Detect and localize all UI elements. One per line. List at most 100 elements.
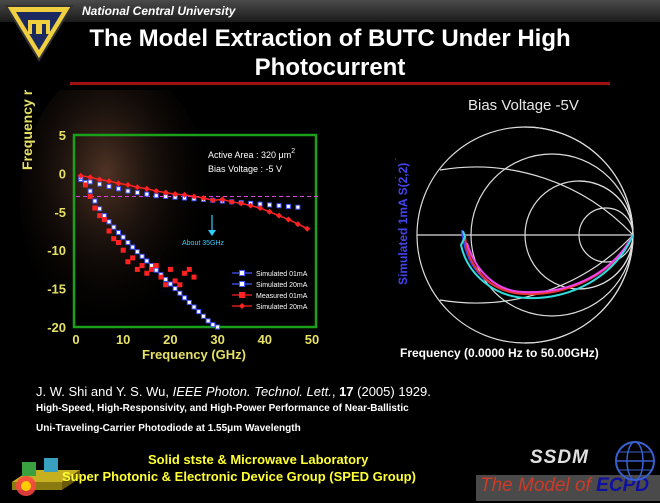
- data-point: [158, 274, 164, 280]
- data-point: [120, 247, 126, 253]
- data-point: [134, 190, 140, 196]
- annotation-35ghz: About 35GHz: [182, 240, 225, 247]
- data-point: [139, 263, 145, 269]
- data-point: [182, 295, 188, 301]
- data-point: [144, 191, 150, 197]
- data-point: [285, 216, 292, 223]
- data-point: [82, 182, 88, 188]
- data-point: [97, 181, 103, 187]
- trace-simulated-1ma: [461, 229, 634, 294]
- data-point: [106, 219, 112, 225]
- data-point: [115, 230, 121, 236]
- data-point: [149, 266, 155, 272]
- data-point: [219, 196, 226, 203]
- data-point: [92, 198, 98, 204]
- data-point: [106, 228, 112, 234]
- data-point: [134, 249, 140, 255]
- smith-frequency-caption: Frequency (0.0000 Hz to 50.00GHz): [400, 346, 599, 360]
- data-point: [276, 203, 282, 209]
- data-point: [124, 181, 131, 188]
- smith-legend-label: Simulated 1mA S(2,2): [396, 163, 410, 285]
- data-point: [267, 202, 273, 208]
- legend-marker: [239, 270, 245, 276]
- y-tick-label: 5: [59, 128, 66, 143]
- slide-title-line2: Photocurrent: [254, 54, 406, 81]
- x-tick-label: 0: [72, 332, 79, 347]
- data-point: [304, 225, 311, 232]
- data-point: [215, 324, 221, 330]
- data-point: [172, 278, 178, 284]
- data-point: [115, 180, 122, 187]
- data-point: [294, 221, 301, 228]
- data-point: [167, 266, 173, 272]
- data-point: [182, 270, 188, 276]
- background-photo: [20, 90, 210, 335]
- legend-marker: [239, 281, 245, 287]
- data-point: [144, 258, 150, 264]
- citation: J. W. Shi and Y. S. Wu, IEEE Photon. Tec…: [36, 384, 431, 399]
- data-point: [191, 304, 197, 310]
- data-point: [87, 188, 93, 194]
- x-arc-top-05: [439, 166, 634, 236]
- data-point: [200, 313, 206, 319]
- top-bar: [0, 0, 660, 22]
- data-point: [92, 205, 98, 211]
- data-point: [125, 188, 131, 194]
- data-point: [87, 174, 94, 181]
- data-point: [143, 185, 150, 192]
- x-tick-label: 30: [210, 332, 224, 347]
- data-point: [87, 179, 93, 185]
- data-point: [106, 183, 112, 189]
- trace-measured-20ma: [459, 230, 634, 300]
- legend-label: Simulated 20mA: [256, 304, 308, 311]
- data-point: [186, 299, 192, 305]
- data-point: [130, 244, 136, 250]
- data-point: [115, 240, 121, 246]
- data-point: [285, 203, 291, 209]
- ssdm-logo: SSDM: [530, 447, 589, 468]
- x-tick-label: 50: [305, 332, 319, 347]
- data-point: [125, 259, 131, 265]
- legend-marker: [239, 303, 245, 309]
- data-point: [153, 263, 159, 269]
- bias-annotation: Bias Voltage : -5 V: [208, 164, 282, 174]
- data-point: [153, 267, 159, 273]
- data-point: [144, 270, 150, 276]
- data-point: [177, 290, 183, 296]
- data-point: [228, 198, 235, 205]
- university-name: National Central University: [82, 4, 236, 18]
- data-point: [172, 286, 178, 292]
- x-tick-label: 40: [258, 332, 272, 347]
- trace-simulated-20ma: [464, 234, 634, 296]
- data-point: [172, 191, 179, 198]
- x-arc-top-1: [524, 126, 634, 236]
- x-tick-label: 20: [163, 332, 177, 347]
- y-axis-label: Frequency response (dB): [19, 90, 35, 170]
- y-tick-label: -15: [47, 282, 66, 297]
- data-point: [153, 188, 160, 195]
- data-point: [97, 206, 103, 212]
- data-point: [200, 194, 207, 201]
- plot-frame: [72, 133, 318, 329]
- data-point: [181, 191, 188, 198]
- data-point: [210, 322, 216, 328]
- citation-volume: 17: [339, 384, 354, 399]
- data-point: [167, 281, 173, 287]
- data-point: [130, 255, 136, 261]
- data-point: [134, 266, 140, 272]
- y-tick-label: -20: [47, 320, 66, 335]
- legend-label: Simulated 20mA: [256, 282, 308, 289]
- y-tick-label: -10: [47, 243, 66, 258]
- data-point: [177, 282, 183, 288]
- group-name: Super Photonic & Electronic Device Group…: [62, 469, 416, 484]
- y-tick-label: -5: [54, 205, 66, 220]
- x-arc-bot-1: [524, 234, 634, 344]
- smith-chart-title: Bias Voltage -5V: [468, 97, 579, 114]
- smith-legend-label: Simulated 20mA S(2,2): [395, 156, 396, 285]
- paper-title-line2: Uni-Traveling-Carrier Photodiode at 1.55…: [36, 423, 301, 434]
- title-divider: [70, 82, 610, 85]
- data-point: [162, 189, 169, 196]
- active-area-annotation: Active Area : 320 μm2: [208, 148, 295, 160]
- data-point: [111, 224, 117, 230]
- device-illustration-icon: [12, 458, 80, 496]
